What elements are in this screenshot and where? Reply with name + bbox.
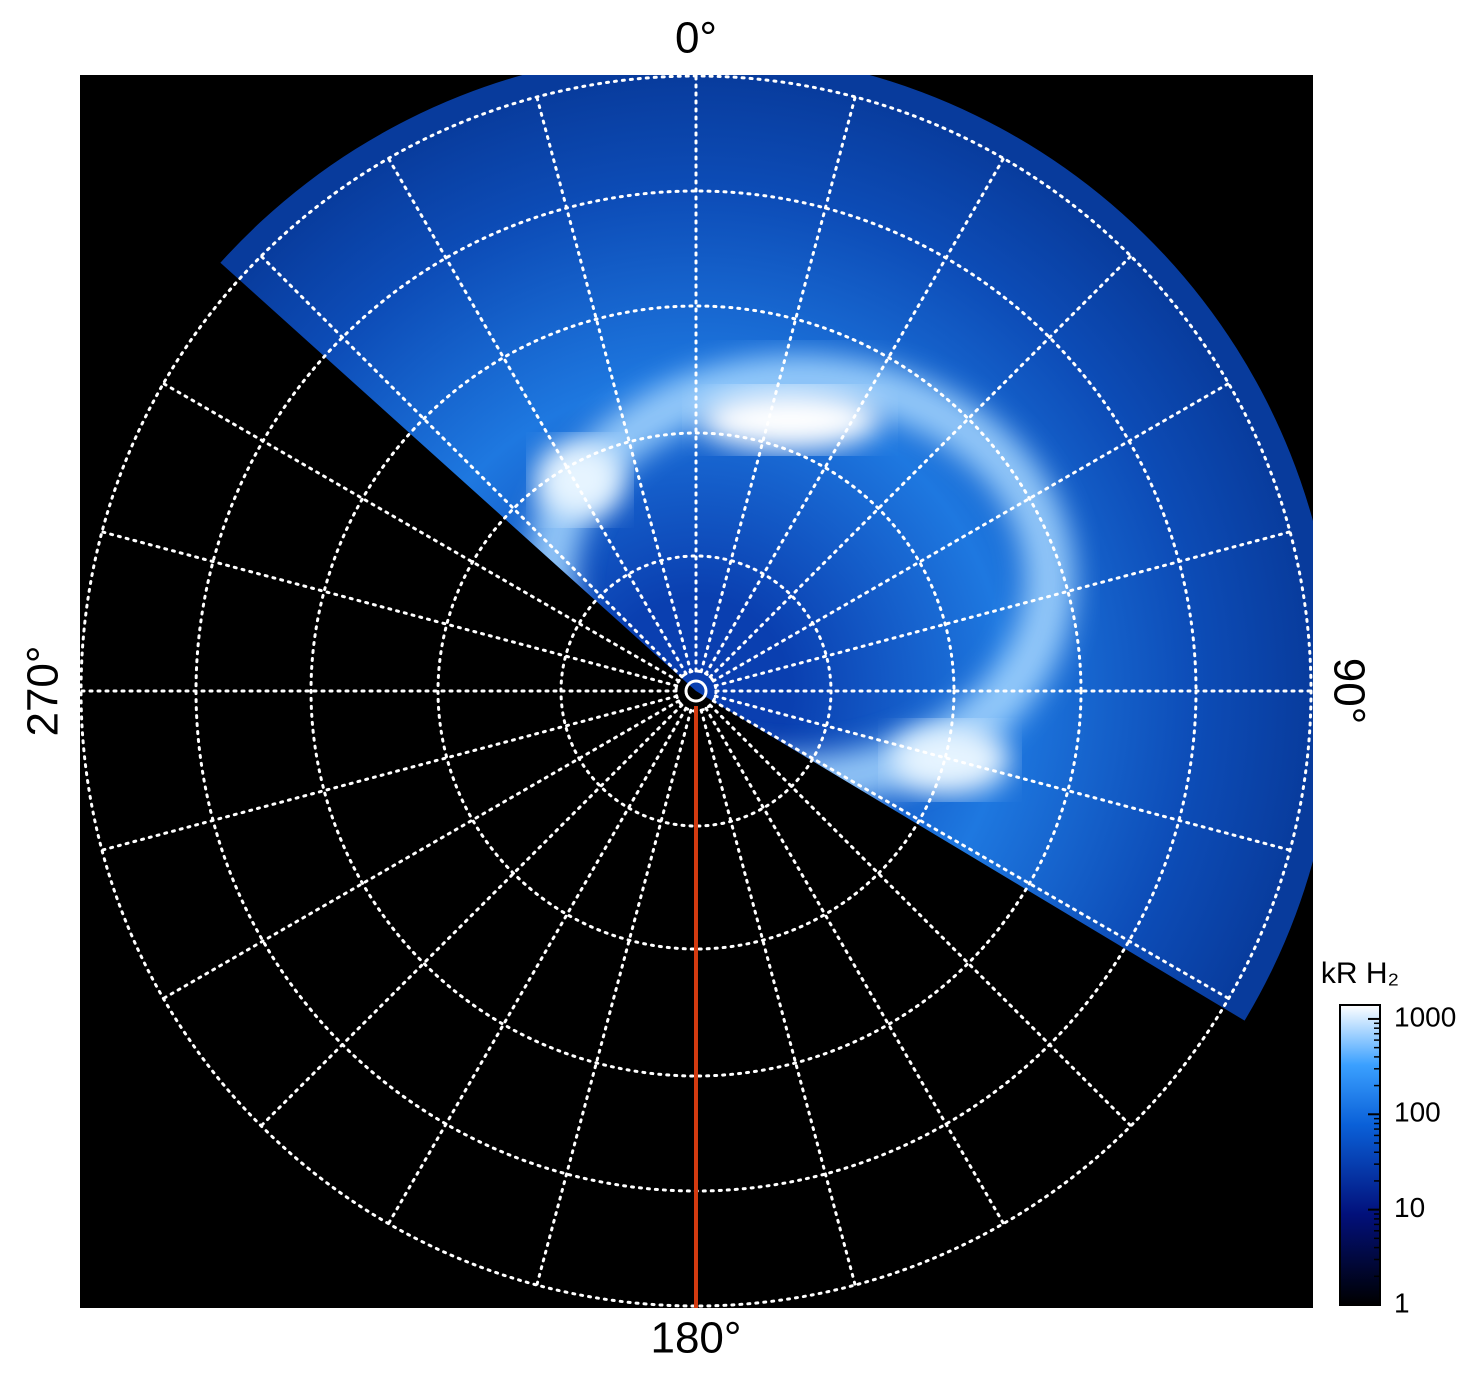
grid-meridian bbox=[259, 254, 684, 679]
grid-meridian bbox=[100, 694, 679, 852]
angle-label: 270° bbox=[19, 645, 68, 736]
grid-meridian bbox=[535, 95, 693, 674]
grid-meridian bbox=[387, 706, 688, 1226]
grid-meridian bbox=[161, 699, 681, 1000]
grid-meridian bbox=[708, 703, 1133, 1128]
grid-meridian bbox=[713, 530, 1292, 688]
grid-meridian bbox=[704, 706, 1005, 1226]
polar-grid bbox=[77, 72, 1315, 1310]
colorbar-tick-label: 1000 bbox=[1394, 1001, 1456, 1032]
grid-meridian bbox=[713, 694, 1292, 852]
angle-label: 90° bbox=[1324, 658, 1373, 725]
grid-meridian bbox=[699, 95, 857, 674]
grid-meridian bbox=[535, 708, 693, 1287]
colorbar-tick-label: 1 bbox=[1394, 1287, 1410, 1318]
grid-circle bbox=[309, 304, 1083, 1078]
colorbar-title: kR H₂ bbox=[1321, 957, 1399, 990]
angle-label: 0° bbox=[675, 14, 717, 63]
grid-meridian bbox=[699, 708, 857, 1287]
grid-meridian bbox=[704, 156, 1005, 676]
grid-meridian bbox=[161, 382, 681, 683]
grid-circle bbox=[436, 431, 956, 951]
colorbar-tick-label: 10 bbox=[1394, 1192, 1425, 1223]
colorbar bbox=[1339, 1004, 1381, 1306]
grid-meridian bbox=[708, 254, 1133, 679]
pole-marker bbox=[684, 679, 708, 703]
grid-meridian bbox=[100, 530, 679, 688]
grid-meridian bbox=[711, 699, 1231, 1000]
grid-meridian bbox=[387, 156, 688, 676]
grid-meridian bbox=[711, 382, 1231, 683]
grid-meridian bbox=[259, 703, 684, 1128]
colorbar-tick-label: 100 bbox=[1394, 1097, 1441, 1128]
angle-label: 180° bbox=[650, 1314, 741, 1363]
